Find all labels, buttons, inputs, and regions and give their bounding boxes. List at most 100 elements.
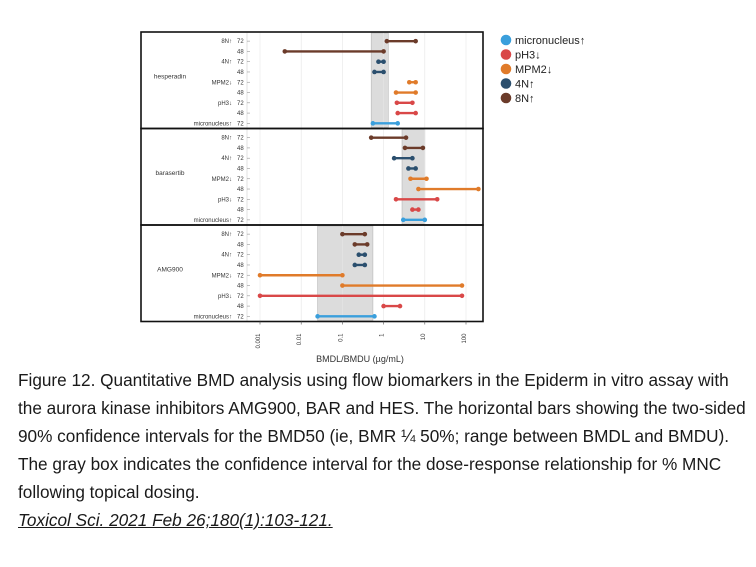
row-label: MPM2↓: [212, 273, 232, 279]
bmdl-point: [257, 293, 263, 299]
bmdl-point: [391, 155, 397, 161]
time-label: 48: [237, 49, 244, 55]
bmdl-point: [394, 100, 400, 106]
row-label: 8N↑: [221, 136, 232, 142]
time-label: 48: [237, 111, 244, 117]
bmdu-point: [476, 186, 481, 192]
time-label: 72: [237, 156, 244, 162]
bmdl-point: [384, 38, 390, 44]
x-tick-label: 10: [421, 333, 427, 340]
bmdu-point: [434, 197, 440, 202]
time-label: 72: [237, 273, 244, 279]
time-label: 48: [237, 187, 244, 193]
bmdl-point: [372, 69, 377, 75]
figure-caption: Figure 12. Quantitative BMD analysis usi…: [18, 366, 748, 534]
time-label: 48: [237, 166, 244, 172]
time-label: 72: [237, 218, 244, 224]
bmdu-point: [395, 121, 401, 126]
bmdl-point: [315, 314, 320, 319]
bmdu-point: [364, 242, 370, 247]
row-label: 8N↑: [221, 39, 232, 45]
legend-swatch: [500, 49, 512, 60]
time-label: 48: [237, 91, 244, 97]
bmdl-point: [340, 231, 345, 237]
x-tick-label: 0.01: [297, 333, 303, 345]
bmdl-point: [340, 283, 345, 288]
row-label: micronucleus↑: [194, 218, 232, 224]
legend-label: pH3↓: [515, 50, 541, 62]
bmdl-point: [400, 217, 406, 223]
bmdu-point: [381, 69, 386, 75]
row-label: micronucleus↑: [194, 314, 232, 320]
bmdu-point: [422, 217, 428, 223]
row-label: MPM2↓: [212, 177, 232, 183]
bmdl-point: [352, 242, 358, 247]
x-tick-label: 0.001: [256, 333, 262, 349]
row-labels-layer: hesperadin 8N↑ 72 48 4N↑ 72 48 MPM2↓ 72 48 pH3↓ 72 4…: [154, 39, 250, 320]
confidence-box: [317, 225, 374, 321]
bmdl-point: [393, 90, 399, 95]
bmdu-point: [410, 155, 415, 161]
panel-frame: [140, 224, 484, 323]
bmdl-point: [352, 262, 358, 268]
bmdl-point: [406, 79, 412, 85]
time-label: 72: [237, 121, 244, 127]
bmdl-point: [376, 59, 381, 64]
legend-swatch: [500, 63, 512, 75]
grid-layer: [246, 32, 467, 322]
time-label: 72: [237, 294, 244, 300]
bmdu-point: [459, 283, 465, 288]
time-label: 48: [237, 146, 244, 152]
legend-label: 4N↑: [515, 79, 535, 91]
bmdu-point: [413, 90, 418, 95]
group-label: hesperadin: [154, 73, 187, 80]
bmdl-point: [395, 110, 401, 116]
bmdl-point: [356, 252, 362, 257]
bmdu-point: [397, 303, 403, 309]
bmdu-point: [362, 262, 368, 268]
time-label: 48: [237, 208, 244, 214]
bmd-range-chart: hesperadin 8N↑ 72 48 4N↑ 72 48 MPM2↓ 72 48 pH3↓ 72 4…: [140, 31, 585, 364]
bmdl-point: [370, 121, 376, 126]
legend-label: MPM2↓: [515, 64, 552, 76]
legend-swatch: [500, 34, 512, 46]
row-label: MPM2↓: [212, 80, 232, 86]
panel-frame: [140, 127, 484, 226]
row-label: 4N↑: [221, 156, 232, 162]
bmdu-point: [416, 207, 421, 212]
bmdu-point: [372, 314, 377, 319]
row-label: pH3↓: [218, 101, 232, 107]
bmdu-point: [420, 145, 426, 151]
bmdu-point: [459, 293, 465, 299]
time-label: 48: [237, 304, 244, 310]
time-label: 72: [237, 80, 244, 86]
bmdu-point: [340, 272, 345, 278]
bmdl-point: [408, 176, 413, 182]
time-label: 48: [237, 242, 244, 248]
citation-link[interactable]: Toxicol Sci. 2021 Feb 26;180(1):103-121.: [18, 510, 333, 530]
x-tick-label: 100: [462, 333, 468, 344]
bmdu-point: [413, 38, 418, 44]
range-bars-layer: [257, 38, 481, 319]
bmdl-point: [381, 303, 386, 309]
caption-text: Figure 12. Quantitative BMD analysis usi…: [18, 370, 746, 502]
bmdu-point: [424, 176, 429, 182]
x-tick-label: 1: [380, 333, 386, 337]
x-tick-label: 0.1: [338, 333, 344, 342]
confidence-shading-layer: [317, 32, 426, 321]
time-label: 72: [237, 253, 244, 259]
row-label: 4N↑: [221, 253, 232, 259]
time-label: 72: [237, 60, 244, 66]
confidence-box: [370, 32, 389, 128]
row-label: 4N↑: [221, 60, 232, 66]
panel-frame: [140, 31, 484, 130]
group-label: AMG900: [157, 266, 183, 273]
time-label: 48: [237, 284, 244, 290]
bmdu-point: [410, 100, 415, 106]
bmdl-point: [393, 197, 399, 202]
group-label: barasertib: [156, 170, 185, 177]
panel-frames: [140, 31, 484, 323]
bmdl-point: [410, 207, 415, 212]
bmdu-point: [403, 135, 409, 140]
time-label: 72: [237, 136, 244, 142]
